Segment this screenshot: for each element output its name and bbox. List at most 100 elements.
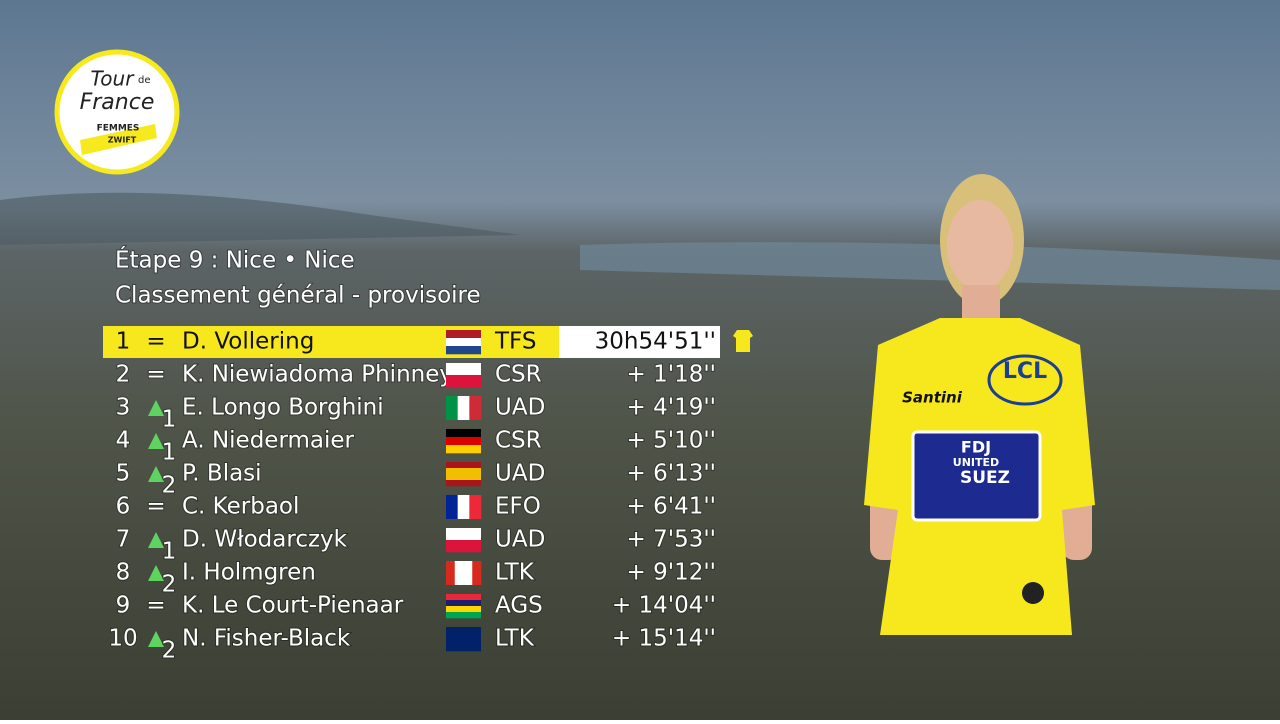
flag-stripe (446, 445, 481, 454)
flag (446, 462, 481, 487)
face (947, 200, 1013, 290)
flag-stripe (463, 561, 473, 585)
yellow-jersey-icon (733, 330, 753, 352)
change: = (146, 494, 165, 520)
team: LTK (495, 560, 535, 586)
flag-stripe (446, 429, 481, 438)
time: + 7'53'' (627, 527, 716, 553)
flag-stripe (446, 627, 481, 640)
up-arrow (148, 400, 164, 416)
rank: 5 (116, 461, 131, 487)
flag-stripe (446, 474, 481, 481)
hills (0, 192, 520, 245)
flag (446, 594, 481, 619)
time: + 14'04'' (612, 593, 716, 619)
time: + 6'13'' (627, 461, 716, 487)
flag-stripe (446, 594, 481, 601)
flag-stripe (446, 363, 481, 376)
flag-stripe (446, 330, 481, 339)
jersey-text: Santini (902, 389, 963, 407)
team: UAD (495, 461, 545, 487)
flag-stripe (446, 600, 481, 607)
time: + 15'14'' (612, 626, 716, 652)
leader-bar (103, 326, 559, 358)
team: UAD (495, 527, 545, 553)
logo-text: ZWIFT (108, 136, 137, 145)
flag-stripe (457, 396, 470, 420)
standings: 1 = D. Vollering TFS 30h54'51''2 = K. Niewiado… (103, 326, 753, 665)
jersey-text: LCL (1003, 359, 1047, 384)
team: CSR (495, 428, 542, 454)
flag (446, 627, 481, 652)
flag (446, 330, 481, 355)
time: + 1'18'' (627, 362, 716, 388)
jersey-panel (911, 430, 1042, 522)
rider-name: P. Blasi (182, 461, 262, 487)
time: 30h54'51'' (595, 329, 716, 355)
up-arrow (148, 631, 164, 647)
logo: Tour de France FEMMES ZWIFT (54, 49, 180, 175)
rank: 6 (116, 494, 131, 520)
flag-stripe (446, 468, 481, 475)
rank: 4 (116, 428, 131, 454)
logo-text: Tour (91, 67, 136, 91)
jersey-text: FDJ (961, 438, 991, 457)
flag-stripe (446, 375, 481, 388)
flag-stripe (457, 495, 470, 519)
change: 1 (162, 407, 177, 433)
flag-stripe (469, 495, 482, 519)
time: + 5'10'' (627, 428, 716, 454)
rank: 10 (108, 626, 137, 652)
flag (446, 363, 481, 388)
flag-stripe (446, 495, 458, 519)
flag (446, 429, 481, 454)
team: LTK (495, 626, 535, 652)
rider-name: A. Niedermaier (182, 428, 355, 454)
rider-name: C. Kerbaol (182, 494, 299, 520)
rider-name: I. Holmgren (182, 560, 316, 586)
flag-stripe (446, 612, 481, 619)
flag-stripe (446, 528, 481, 541)
rider-name: E. Longo Borghini (182, 395, 384, 421)
flag-stripe (454, 561, 464, 585)
team: TFS (494, 329, 536, 355)
flag-stripe (472, 561, 482, 585)
flag (446, 528, 481, 553)
flag (446, 396, 482, 420)
change: = (146, 593, 165, 619)
change: 1 (162, 440, 177, 466)
flag-stripe (446, 561, 456, 585)
flag (446, 561, 482, 585)
jersey-oval (987, 354, 1063, 406)
stage-title: Étape 9 : Nice • Nice (115, 246, 355, 274)
rank: 7 (116, 527, 131, 553)
up-arrow (148, 565, 164, 581)
change: = (146, 362, 165, 388)
rider-name: K. Niewiadoma Phinney (182, 362, 453, 388)
flag-stripe (446, 462, 481, 469)
change: 2 (162, 572, 177, 598)
rank: 3 (116, 395, 131, 421)
team: EFO (495, 494, 541, 520)
rider-name: D. Vollering (182, 329, 314, 355)
flag-stripe (446, 606, 481, 613)
flag (446, 495, 482, 519)
flag-stripe (446, 437, 481, 446)
logo-text: FEMMES (97, 124, 140, 134)
team: AGS (495, 593, 543, 619)
flag-stripe (446, 346, 481, 355)
sea (580, 242, 1280, 290)
rider-name: D. Włodarczyk (182, 527, 348, 553)
up-arrow (148, 532, 164, 548)
change: 1 (162, 539, 177, 565)
logo-band (80, 124, 157, 155)
flag-stripe (446, 639, 481, 652)
leader-time-box (559, 326, 720, 358)
change: = (146, 329, 165, 355)
logo-text: France (80, 90, 155, 115)
time: + 6'41'' (627, 494, 716, 520)
flag-stripe (446, 338, 481, 347)
badge (1022, 582, 1044, 604)
flag-stripe (446, 540, 481, 553)
